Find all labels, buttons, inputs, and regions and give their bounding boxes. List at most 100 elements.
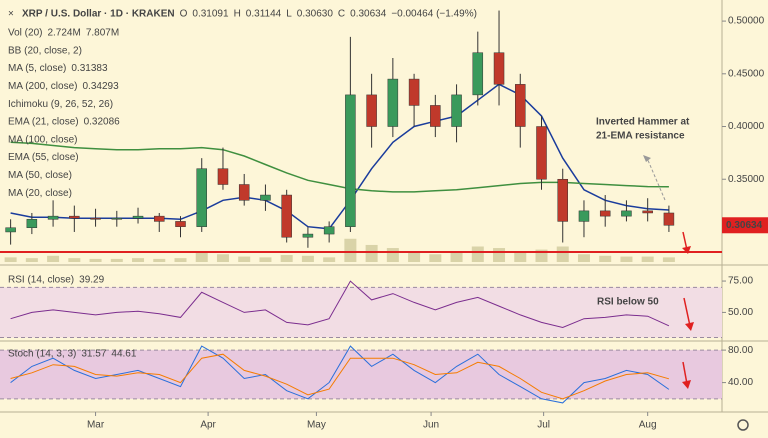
candle-body (557, 178, 568, 222)
volume-bar (110, 258, 123, 262)
volume-bar (408, 251, 421, 262)
volume-bar (386, 248, 399, 262)
volume-bar (216, 254, 229, 262)
settings-icon[interactable] (737, 419, 749, 431)
arrow (682, 361, 688, 385)
candle-body (599, 210, 611, 217)
candle-body (5, 227, 16, 233)
legend-text: EMA (55, close) (8, 152, 79, 163)
y-tick-label: 0.45000 (728, 68, 765, 79)
annotation: Inverted Hammer at (596, 117, 690, 128)
x-tick-label: May (307, 420, 326, 431)
legend-text: MA (20, close) (8, 188, 72, 199)
candle-body (69, 215, 80, 219)
candle-body (196, 168, 207, 227)
candle-body (217, 168, 229, 185)
legend-text: 39.29 (79, 275, 104, 286)
legend-text: −0.00464 (−1.49%) (391, 9, 477, 20)
volume-bar (323, 257, 336, 262)
volume-bar (429, 254, 442, 262)
candle-body (47, 215, 59, 220)
x-tick-label: Jul (537, 420, 550, 431)
candle-body (323, 226, 335, 235)
volume-bar (280, 255, 293, 262)
candle-body (408, 78, 420, 106)
legend-text: C (338, 9, 345, 20)
arrow (682, 231, 688, 251)
legend-text: EMA (21, close) (8, 117, 79, 128)
candle-body (451, 94, 462, 127)
volume-bar (25, 258, 38, 262)
band (0, 350, 722, 399)
y-tick-label: 80.00 (728, 345, 753, 356)
candle-body (387, 78, 399, 127)
legend-text: 44.61 (111, 349, 136, 360)
legend-text: RSI (14, close) (8, 275, 74, 286)
candle-body (515, 84, 526, 127)
marks: 0.35000 0.40000 0.45000 0.50000 50.00 75.00 40… (0, 10, 768, 431)
candle-body (260, 194, 271, 201)
rsi-line (10, 280, 670, 329)
volume-bar (68, 258, 81, 262)
candle-body (621, 210, 632, 217)
volume-bar (493, 248, 506, 262)
x-tick-label: Mar (87, 420, 105, 431)
legend-text: L (286, 9, 292, 20)
candle-body (302, 233, 314, 238)
candle-body (642, 210, 653, 214)
stoch-line (10, 345, 670, 404)
volume-bar (47, 255, 60, 262)
candle-body (536, 126, 547, 180)
candle-body (345, 94, 356, 227)
legend-text: Ichimoku (9, 26, 52, 26) (8, 99, 113, 110)
legend-text: 0.34293 (82, 81, 119, 92)
annotation: 21-EMA resistance (596, 131, 685, 142)
legend-text: BB (20, close, 2) (8, 45, 82, 56)
arrow (646, 157, 666, 201)
legend-text: 0.31383 (71, 63, 108, 74)
candle-body (472, 52, 484, 96)
collapse-icon[interactable]: × (8, 9, 14, 20)
arrow-head (682, 380, 691, 389)
y-tick-label: 50.00 (728, 307, 753, 318)
candle-body (111, 217, 123, 220)
x-tick-label: Jun (423, 420, 439, 431)
volume-bar (365, 244, 378, 262)
candle-body (281, 194, 292, 238)
volume-bar (599, 255, 612, 262)
candle-body (26, 219, 38, 228)
last-price-tag (722, 217, 768, 234)
candle-body (175, 221, 186, 227)
volume-bar (514, 251, 527, 262)
volume-bar (132, 258, 145, 262)
candle-body (132, 215, 144, 219)
legend-text: 0.31091 (192, 9, 229, 20)
volume-bar (195, 251, 208, 262)
legend-text: XRP / U.S. Dollar · 1D · KRAKEN (22, 9, 175, 20)
legend-text: 2.724M (47, 28, 80, 39)
candle-body (663, 212, 675, 226)
volume-bar (471, 246, 484, 262)
legend-text: 0.30630 (297, 9, 334, 20)
volume-bar (174, 258, 187, 262)
volume-bar (577, 254, 590, 262)
legend-text: MA (100, close) (8, 134, 77, 145)
arrow (683, 297, 691, 327)
x-tick-label: Apr (200, 420, 216, 431)
volume-bar (344, 238, 357, 262)
y-tick-label: 40.00 (728, 377, 753, 388)
volume-bar (301, 255, 314, 262)
y-tick-label: 0.35000 (728, 174, 765, 185)
volume-bar (450, 252, 463, 262)
legend-text: 0.31144 (246, 9, 282, 20)
legend-text: 7.807M (86, 28, 119, 39)
legend-text: 0.32086 (84, 117, 121, 128)
arrow-head (643, 155, 651, 162)
legend-text: MA (50, close) (8, 170, 72, 181)
arrow-head (682, 246, 691, 254)
volume-bar (556, 246, 569, 262)
legend-text: Stoch (14, 3, 3) (8, 349, 76, 360)
volume-bar (641, 256, 654, 262)
legend-text: O (180, 9, 188, 20)
